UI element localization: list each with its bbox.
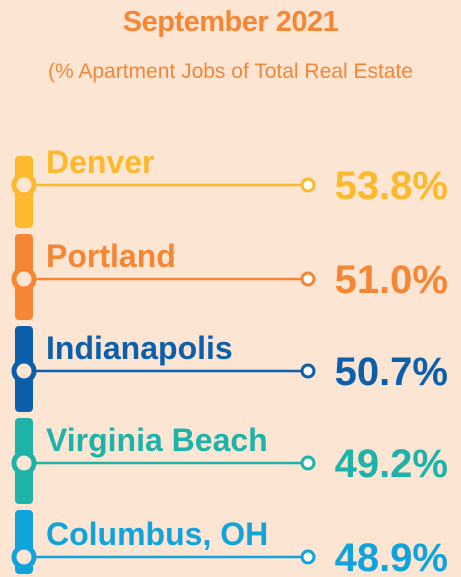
value-label: 49.2% [335,442,448,486]
station-dot [11,172,37,198]
end-dot [300,455,316,471]
value-label: 51.0% [335,258,448,302]
city-label: Columbus, OH [46,516,268,552]
station-dot [11,544,37,570]
chart-subtitle: (% Apartment Jobs of Total Real Estate [48,60,413,83]
chart-title: September 2021 [122,6,339,38]
city-label: Virginia Beach [46,422,268,458]
station-dot [11,266,37,292]
city-label: Indianapolis [46,330,233,366]
city-label: Denver [46,144,155,180]
city-label: Portland [46,238,176,274]
station-dot [11,358,37,384]
value-label: 53.8% [335,164,448,208]
end-dot [300,177,316,193]
end-dot [300,549,316,565]
station-dot [11,450,37,476]
value-label: 48.9% [335,536,448,577]
end-dot [300,271,316,287]
value-label: 50.7% [335,350,448,394]
end-dot [300,363,316,379]
